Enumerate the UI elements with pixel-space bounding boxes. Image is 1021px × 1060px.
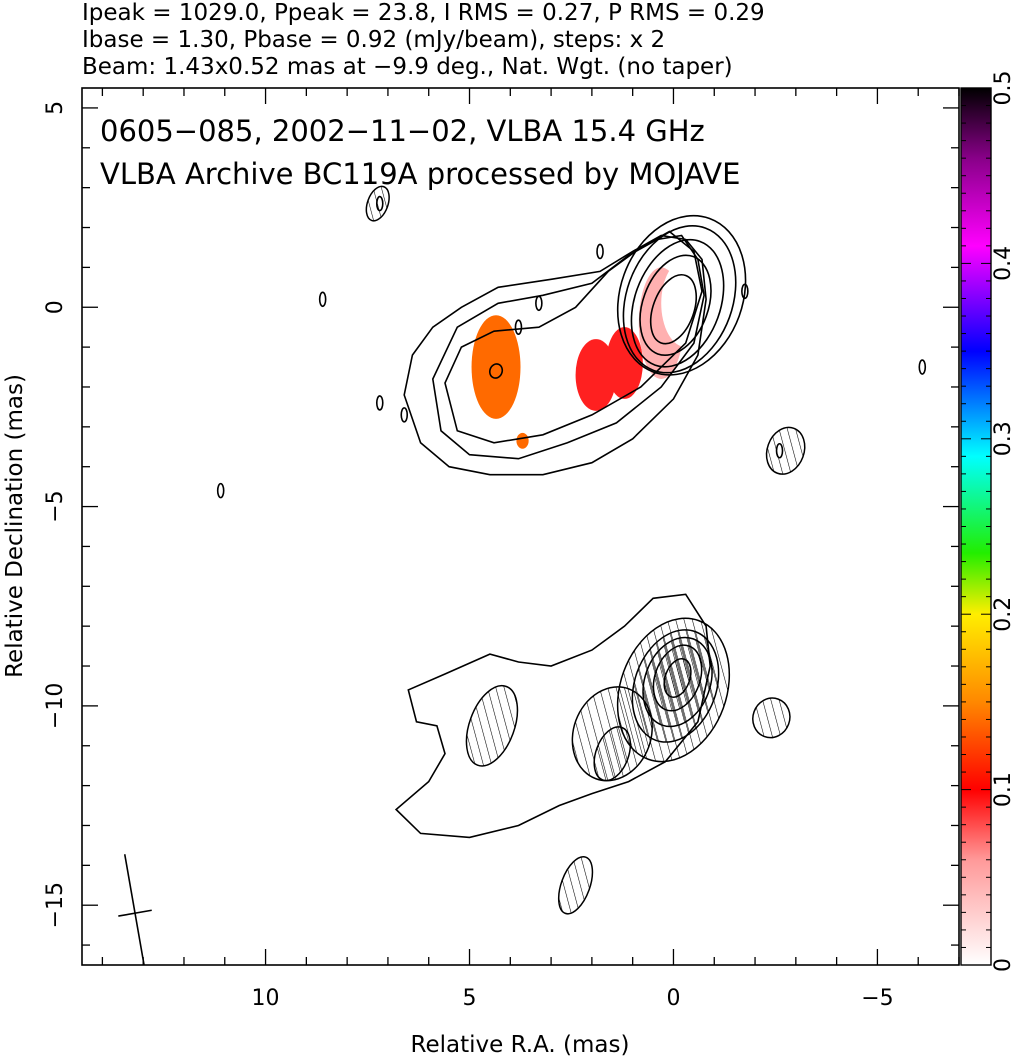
- x-tick-label: 10: [252, 986, 280, 1011]
- header-line-2: Ibase = 1.30, Pbase = 0.92 (mJy/beam), s…: [82, 27, 665, 53]
- colorbar-tick-label: 0.1: [991, 772, 1016, 807]
- polarized-intensity-contour: [765, 426, 806, 475]
- polarized-intensity-contour: [593, 726, 632, 782]
- x-tick-label: −5: [861, 986, 893, 1011]
- polarized-intensity-contour: [557, 856, 594, 915]
- y-tick-label: 0: [43, 300, 68, 314]
- noise-contour: [318, 291, 327, 308]
- polarized-intensity-contour: [752, 697, 791, 739]
- header-line-3: Beam: 1.43x0.52 mas at −9.9 deg., Nat. W…: [82, 54, 733, 80]
- polarized-intensity-contour: [465, 684, 519, 767]
- beam-marker: [118, 854, 152, 965]
- y-tick-label: −15: [43, 882, 68, 928]
- total-intensity-contour: [622, 225, 737, 374]
- total-intensity-contour: [649, 274, 698, 345]
- colorbar-tick-label: 0: [991, 958, 1016, 972]
- y-tick-label: 5: [43, 101, 68, 115]
- total-intensity-contour: [639, 254, 712, 357]
- plot-title-line-1: 0605−085, 2002−11−02, VLBA 15.4 GHz: [100, 114, 705, 148]
- x-axis-label: Relative R.A. (mas): [411, 1032, 630, 1058]
- colorbar-tick-label: 0.4: [991, 246, 1016, 281]
- header-line-1: Ipeak = 1029.0, Ppeak = 23.8, I RMS = 0.…: [82, 0, 765, 26]
- total-intensity-contour: [431, 234, 705, 460]
- beam-minor-axis: [118, 909, 152, 917]
- polarized-intensity-contour: [365, 185, 390, 222]
- colorbar-tick-label: 0.3: [991, 421, 1016, 456]
- noise-contour: [375, 395, 384, 411]
- lower-map-group: [365, 185, 806, 915]
- polarization-fraction-patch: [575, 339, 617, 411]
- noise-contour: [596, 243, 604, 260]
- colorbar-ticks: 0 0.1 0.2 0.3 0.4 0.5: [961, 71, 1016, 972]
- y-axis-label: Relative Declination (mas): [2, 374, 28, 678]
- upper-map-group: [216, 195, 927, 499]
- colorbar-tick-label: 0.2: [991, 597, 1016, 632]
- y-tick-label: −5: [43, 490, 68, 522]
- total-intensity-contour: [403, 234, 707, 476]
- noise-contour: [535, 295, 543, 312]
- noise-contour: [400, 407, 409, 423]
- noise-contour: [741, 283, 749, 300]
- total-intensity-contour: [616, 214, 747, 376]
- total-intensity-contour: [630, 238, 725, 368]
- total-intensity-contour: [444, 230, 703, 444]
- noise-contour: [216, 482, 225, 499]
- y-tick-label: −10: [43, 683, 68, 729]
- noise-contour: [514, 319, 523, 335]
- colorbar-tick-label: 0.5: [991, 71, 1016, 106]
- total-intensity-contour: [488, 363, 504, 379]
- x-tick-label: 0: [666, 986, 680, 1011]
- polarization-fraction-patch: [606, 327, 643, 399]
- polarization-fraction-patch: [471, 315, 521, 419]
- plot-title-line-2: VLBA Archive BC119A processed by MOJAVE: [100, 157, 740, 191]
- noise-contour: [918, 359, 927, 375]
- axis-ticks: 10 5 0 −5 5 0 −5 −10 −15: [43, 88, 960, 1011]
- x-tick-label: 5: [463, 986, 477, 1011]
- plot-frame: [81, 87, 960, 966]
- polarization-fraction-patch: [516, 432, 529, 449]
